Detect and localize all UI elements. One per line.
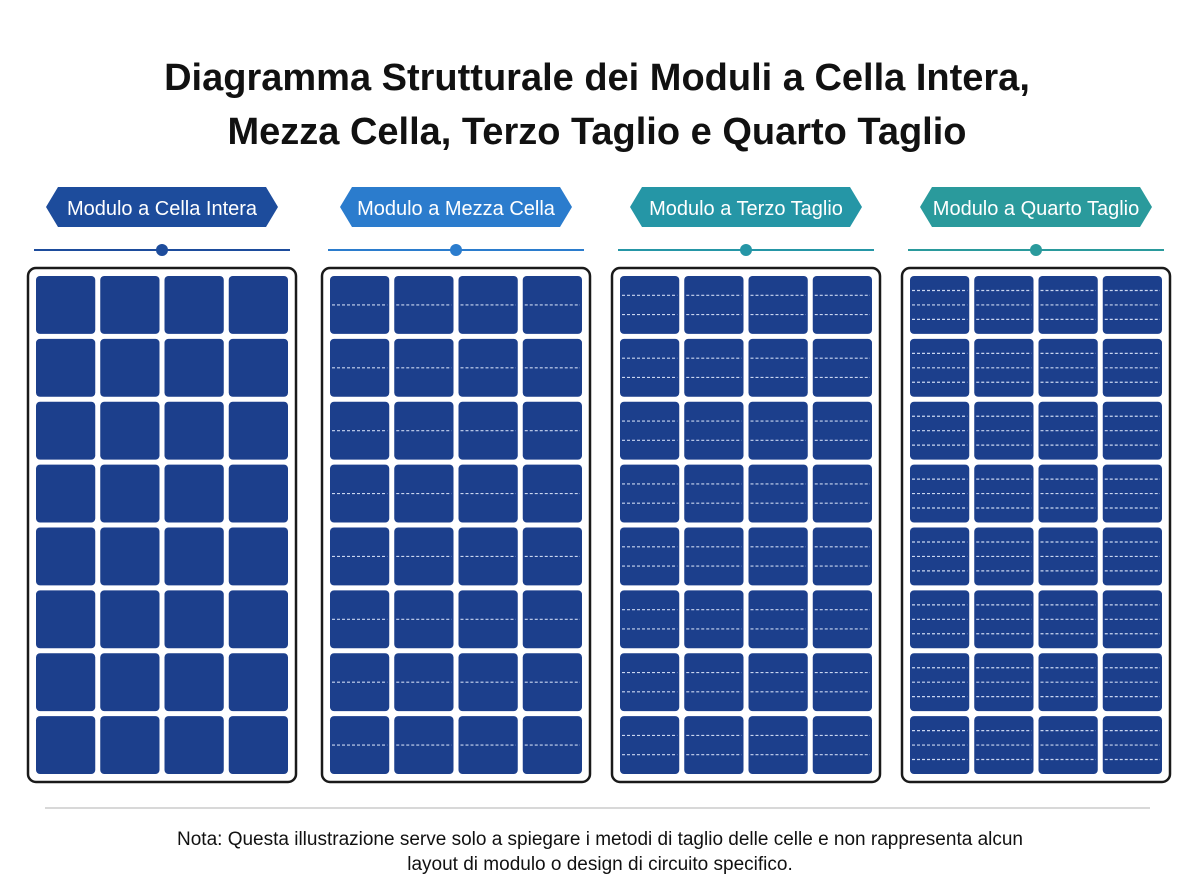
cell	[684, 716, 744, 774]
panels: Modulo a Cella Intera Modulo a Mezza Cell…	[26, 187, 1172, 784]
cell	[620, 590, 680, 649]
panel-label: Modulo a Mezza Cella	[357, 198, 556, 220]
cell	[684, 338, 744, 397]
cell	[748, 527, 808, 586]
cell	[100, 716, 160, 774]
cell	[164, 590, 224, 649]
cell	[164, 276, 224, 334]
cell	[812, 590, 872, 649]
cell	[748, 716, 808, 774]
cell	[812, 401, 872, 460]
cell	[620, 716, 680, 774]
cell	[164, 338, 224, 397]
cell	[748, 590, 808, 649]
panel: Modulo a Quarto Taglio	[900, 187, 1172, 784]
cell	[684, 590, 744, 649]
cell	[812, 464, 872, 523]
cell	[748, 401, 808, 460]
banner	[920, 187, 1152, 227]
cell	[36, 590, 96, 649]
divider-dot	[1030, 244, 1042, 256]
banner	[46, 187, 278, 227]
cell	[164, 401, 224, 460]
cell	[100, 276, 160, 334]
cell	[228, 338, 288, 397]
cell	[684, 464, 744, 523]
module-frame	[900, 266, 1172, 784]
divider-dot	[450, 244, 462, 256]
cell	[164, 527, 224, 586]
panel-label: Modulo a Terzo Taglio	[649, 198, 843, 220]
banner	[340, 187, 572, 227]
title-line: Mezza Cella, Terzo Taglio e Quarto Tagli…	[228, 111, 967, 153]
cell	[748, 338, 808, 397]
panel: Modulo a Mezza Cella	[320, 187, 592, 784]
cell	[620, 527, 680, 586]
cell	[164, 716, 224, 774]
cell	[164, 464, 224, 523]
divider-dot	[156, 244, 168, 256]
module-frame	[320, 266, 592, 784]
cell	[164, 653, 224, 712]
cell	[812, 276, 872, 334]
cell	[620, 653, 680, 712]
cell	[228, 276, 288, 334]
title-line: Diagramma Strutturale dei Moduli a Cella…	[164, 57, 1030, 99]
cell	[620, 401, 680, 460]
cell	[748, 464, 808, 523]
cell	[228, 716, 288, 774]
cell	[228, 527, 288, 586]
cell	[684, 527, 744, 586]
note-line: Nota: Questa illustrazione serve solo a …	[177, 829, 1023, 850]
cell	[620, 276, 680, 334]
note-line: layout di modulo o design di circuito sp…	[407, 854, 792, 875]
panel: Modulo a Terzo Taglio	[610, 187, 882, 784]
cell	[100, 401, 160, 460]
cell	[100, 590, 160, 649]
cell	[620, 464, 680, 523]
cell	[684, 401, 744, 460]
cell	[812, 716, 872, 774]
cell	[620, 338, 680, 397]
cell	[684, 653, 744, 712]
cell	[812, 653, 872, 712]
cell	[228, 590, 288, 649]
cell	[36, 716, 96, 774]
divider-dot	[740, 244, 752, 256]
panel: Modulo a Cella Intera	[26, 187, 298, 784]
cell	[36, 338, 96, 397]
cell	[748, 653, 808, 712]
panel-label: Modulo a Cella Intera	[67, 198, 258, 220]
module-frame	[610, 266, 882, 784]
cell	[228, 401, 288, 460]
cell	[36, 464, 96, 523]
cell	[228, 653, 288, 712]
cell	[100, 464, 160, 523]
banner	[630, 187, 862, 227]
cell	[812, 338, 872, 397]
cell	[36, 276, 96, 334]
module-frame	[26, 266, 298, 784]
cell	[36, 401, 96, 460]
cell	[100, 653, 160, 712]
cell	[100, 527, 160, 586]
cell	[36, 653, 96, 712]
cell	[100, 338, 160, 397]
cell	[684, 276, 744, 334]
cell	[812, 527, 872, 586]
cell	[748, 276, 808, 334]
cell	[228, 464, 288, 523]
cell	[36, 527, 96, 586]
panel-label: Modulo a Quarto Taglio	[933, 198, 1139, 220]
